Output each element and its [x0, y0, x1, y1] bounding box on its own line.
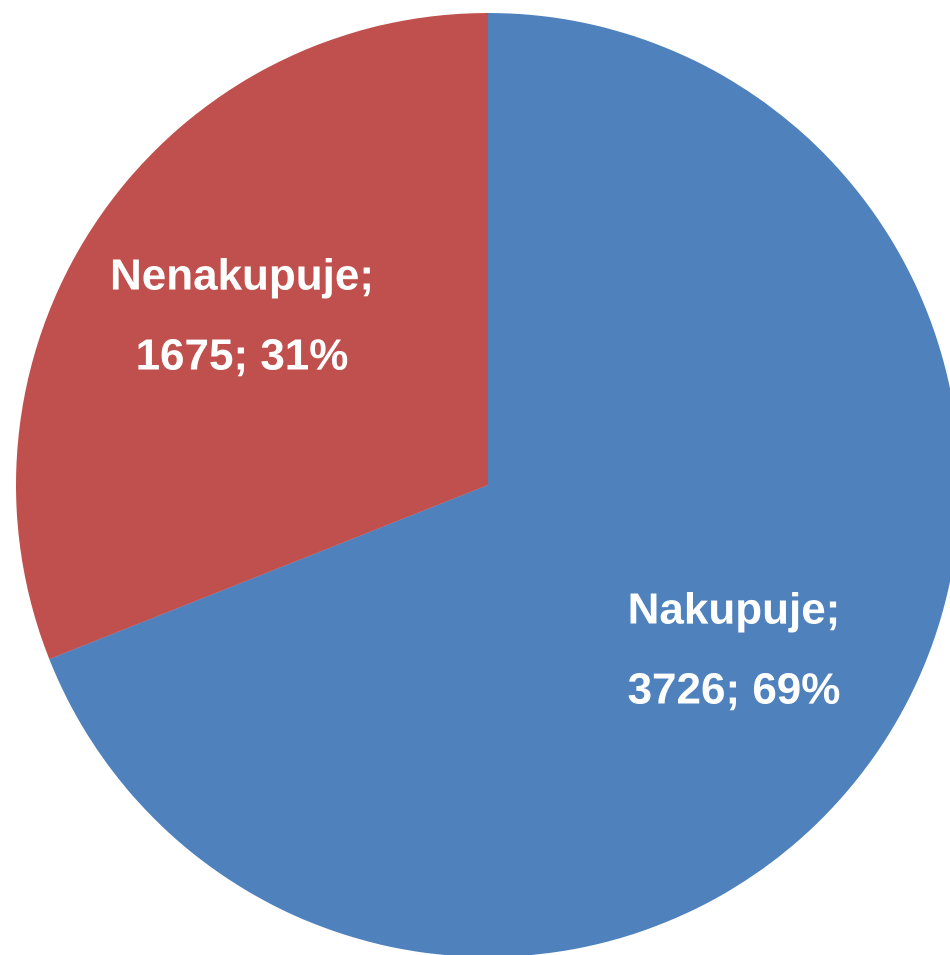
- data-label: 1675; 31%: [136, 331, 349, 380]
- data-label: 3726; 69%: [628, 665, 841, 714]
- data-label: Nenakupuje;: [110, 251, 374, 300]
- pie-slice: [15, 13, 488, 660]
- pie-slice: [49, 13, 950, 955]
- data-label: Nakupuje;: [628, 585, 841, 634]
